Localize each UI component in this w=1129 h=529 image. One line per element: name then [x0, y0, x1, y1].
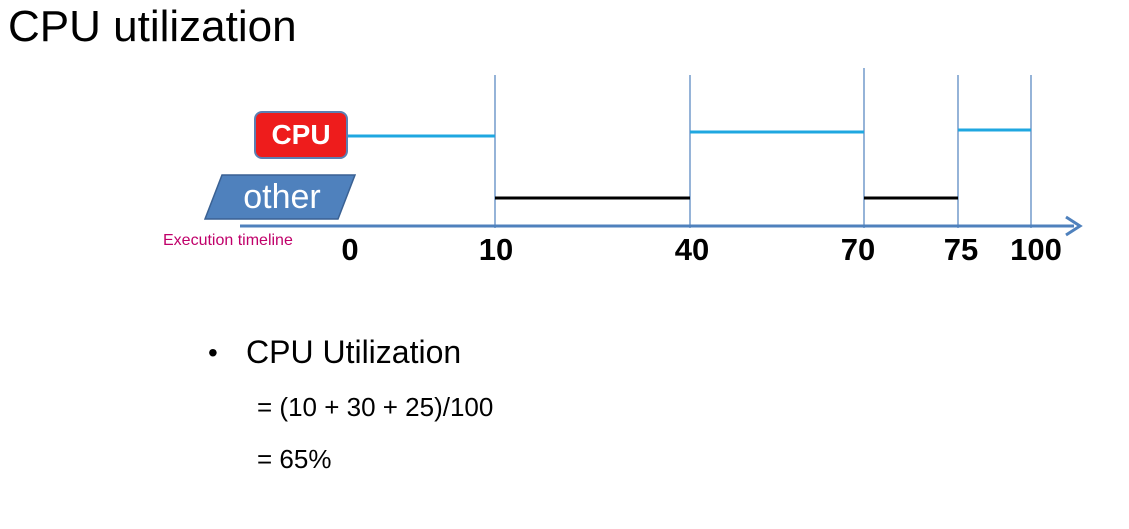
tick-label: 70	[840, 232, 876, 267]
tick-label: 0	[341, 232, 359, 267]
tick-label: 75	[943, 232, 979, 267]
bullet-list: • CPU Utilization	[208, 334, 461, 371]
tick-label: 100	[1010, 232, 1062, 267]
tick-label: 40	[674, 232, 710, 267]
timeline-label: Execution timeline	[163, 232, 293, 249]
slide-title: CPU utilization	[8, 2, 297, 51]
tick-label: 10	[478, 232, 514, 267]
cpu-label-box: CPU	[254, 111, 348, 159]
other-label-box: other	[204, 174, 356, 220]
bullet-icon: •	[208, 336, 218, 368]
bullet-item: • CPU Utilization	[208, 334, 461, 371]
cpu-label: CPU	[271, 119, 331, 150]
formula-line-2: = 65%	[257, 444, 332, 474]
bullet-heading: CPU Utilization	[246, 334, 462, 370]
other-parallelogram	[204, 174, 356, 220]
timeline-arrowhead	[1065, 215, 1083, 237]
formula-line-1: = (10 + 30 + 25)/100	[257, 392, 494, 422]
other-label: other	[243, 177, 321, 216]
